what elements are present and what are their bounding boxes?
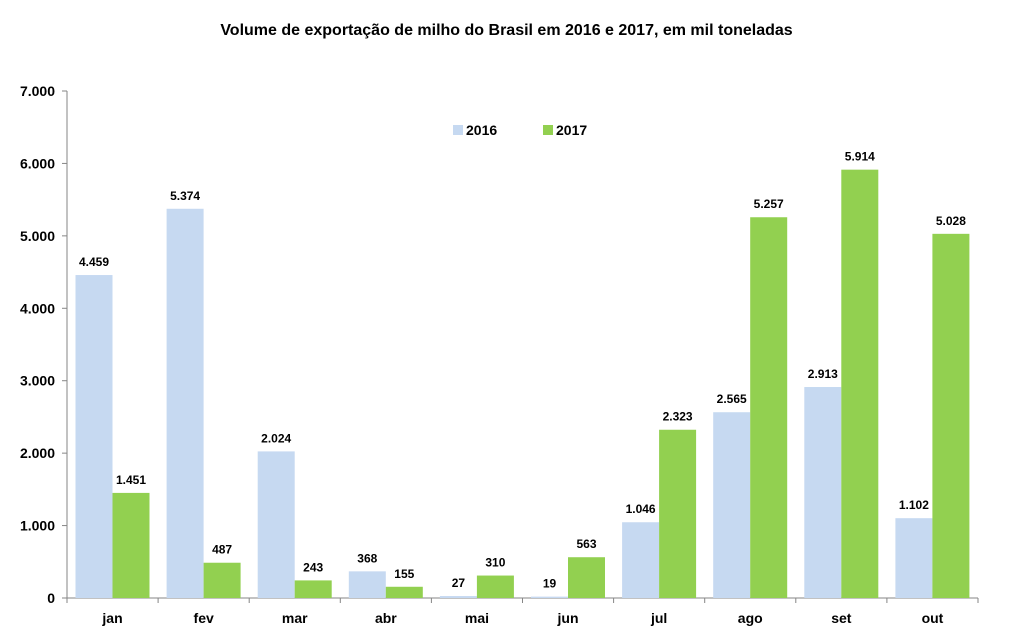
- y-tick-label: 4.000: [20, 300, 55, 316]
- x-tick-label: jan: [101, 610, 122, 626]
- data-label-2016-jan: 4.459: [79, 255, 109, 269]
- bar-2016-jul: [622, 522, 660, 598]
- data-label-2016-jul: 1.046: [626, 502, 656, 516]
- data-label-2017-jan: 1.451: [116, 473, 146, 487]
- bar-2017-fev: [203, 562, 241, 598]
- data-label-2017-ago: 5.257: [754, 197, 784, 211]
- data-label-2016-jun: 19: [543, 577, 557, 591]
- data-label-2017-mar: 243: [303, 560, 323, 574]
- x-tick-label: out: [922, 610, 944, 626]
- legend-label-2016: 2016: [466, 122, 497, 138]
- data-label-2016-fev: 5.374: [170, 189, 200, 203]
- data-label-2016-abr: 368: [357, 551, 377, 565]
- y-tick-label: 6.000: [20, 155, 55, 171]
- legend-label-2017: 2017: [556, 122, 587, 138]
- bar-2017-jun: [568, 557, 605, 598]
- bar-2016-mai: [439, 596, 477, 598]
- data-label-2017-set: 5.914: [845, 150, 875, 164]
- y-tick-label: 7.000: [20, 83, 55, 99]
- legend-swatch-2017: [543, 125, 553, 135]
- y-tick-label: 2.000: [20, 445, 55, 461]
- data-label-2016-mar: 2.024: [261, 431, 291, 445]
- x-tick-label: set: [831, 610, 852, 626]
- data-label-2016-mai: 27: [452, 576, 466, 590]
- y-tick-label: 5.000: [20, 228, 55, 244]
- x-tick-label: fev: [194, 610, 214, 626]
- data-label-2017-jun: 563: [576, 537, 596, 551]
- x-tick-label: jul: [650, 610, 667, 626]
- y-tick-label: 3.000: [20, 373, 55, 389]
- bar-2017-jul: [659, 429, 697, 598]
- x-tick-label: mai: [465, 610, 489, 626]
- data-label-2016-ago: 2.565: [717, 392, 747, 406]
- data-label-2016-set: 2.913: [808, 367, 838, 381]
- x-tick-label: mar: [282, 610, 308, 626]
- bar-2016-jun: [531, 596, 568, 598]
- bar-2017-abr: [385, 586, 423, 598]
- data-label-2017-abr: 155: [394, 567, 414, 581]
- bar-2016-fev: [166, 208, 204, 598]
- legend-swatch-2016: [453, 125, 463, 135]
- bar-2016-abr: [348, 571, 386, 598]
- bar-2017-set: [841, 169, 879, 599]
- bars-group: [75, 169, 970, 599]
- x-tick-label: jun: [557, 610, 579, 626]
- legend: 2016 2017: [453, 122, 587, 138]
- bar-2017-mar: [294, 580, 332, 598]
- bar-2016-jan: [75, 275, 113, 598]
- bar-2016-set: [804, 387, 842, 598]
- data-label-2017-jul: 2.323: [663, 410, 693, 424]
- bar-2017-jan: [112, 492, 150, 598]
- y-tick-label: 1.000: [20, 518, 55, 534]
- bar-2017-ago: [750, 217, 788, 599]
- bar-2016-ago: [713, 412, 751, 598]
- data-label-2016-out: 1.102: [899, 498, 929, 512]
- x-tick-label: ago: [738, 610, 763, 626]
- bar-2016-out: [895, 518, 933, 598]
- chart-title: Volume de exportação de milho do Brasil …: [220, 22, 793, 39]
- data-labels-group: 4.459 1.451 5.374 487 2.024 243 368 155 27 310 19 5…: [79, 150, 966, 591]
- bar-2017-out: [932, 233, 970, 598]
- data-label-2017-out: 5.028: [936, 214, 966, 228]
- data-label-2017-fev: 487: [212, 543, 232, 557]
- bar-2017-mai: [476, 575, 514, 598]
- data-label-2017-mai: 310: [485, 556, 505, 570]
- y-tick-label: 0: [47, 590, 55, 606]
- x-tick-label: abr: [375, 610, 397, 626]
- bar-2016-mar: [257, 451, 295, 598]
- chart-axes: 0 1.000 2.000 3.000 4.000 5.000 6.000 7.000 jan f…: [20, 83, 979, 626]
